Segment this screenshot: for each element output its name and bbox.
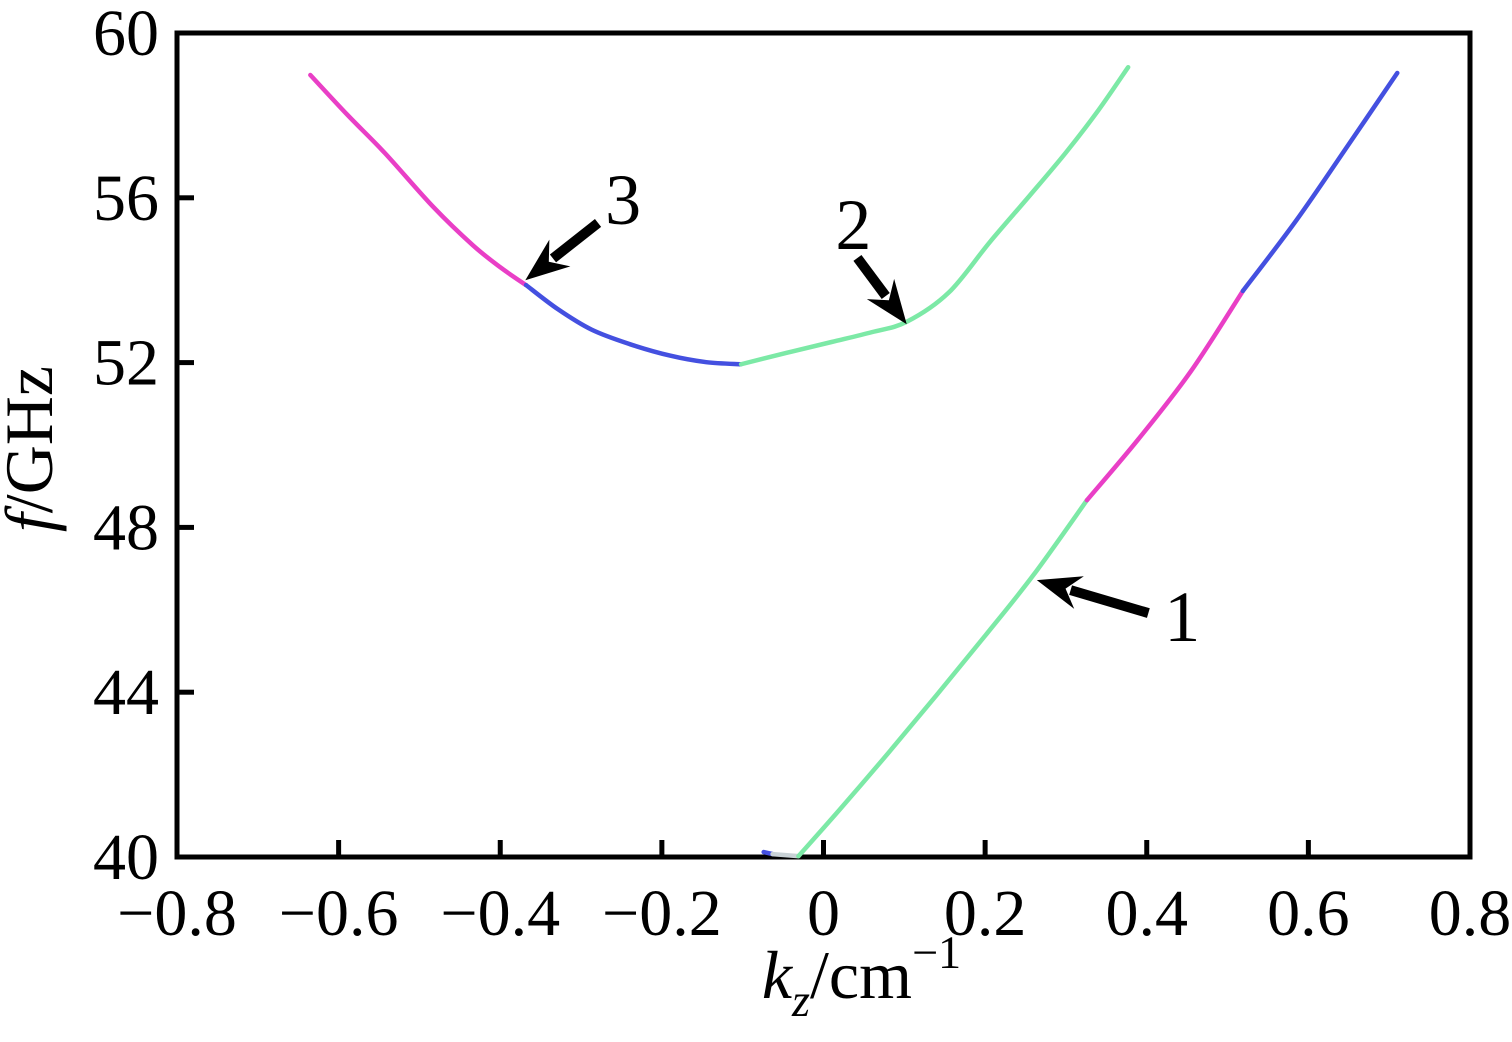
x-tick-label-−0.2: −0.2 (602, 877, 722, 950)
x-axis-label: kz/cm−1 (762, 928, 961, 1027)
y-tick-label-44: 44 (93, 656, 159, 729)
x-tick-label-0.4: 0.4 (1106, 877, 1189, 950)
x-tick-label-−0.4: −0.4 (440, 877, 560, 950)
x-tick-label-0.8: 0.8 (1429, 877, 1512, 950)
x-tick-label-0: 0 (807, 877, 840, 950)
annotation-label-3: 3 (605, 160, 641, 240)
annotation-arrow-2-shaft (853, 254, 890, 300)
x-tick-label-−0.6: −0.6 (279, 877, 399, 950)
curve-upper-branch-blue-segment (523, 282, 744, 367)
y-tick-label-48: 48 (93, 491, 159, 564)
annotation-arrow-1-shaft (1069, 585, 1150, 618)
annotation-arrow-3-head (525, 239, 571, 281)
x-tick-label-−0.8: −0.8 (117, 877, 237, 950)
annotation-label-2: 2 (835, 185, 871, 265)
curve-lower-branch-green-segment (796, 497, 1090, 859)
curve-upper-branch-magenta-segment (308, 72, 529, 288)
x-tick-label-0.6: 0.6 (1267, 877, 1350, 950)
y-tick-label-60: 60 (93, 0, 159, 70)
curve-lower-branch-magenta-segment (1084, 288, 1246, 503)
x-tick-label-0.2: 0.2 (944, 877, 1027, 950)
y-axis-label: f/GHz (0, 366, 67, 532)
annotation-label-1: 1 (1164, 577, 1200, 657)
annotation-arrow-3-shaft (549, 219, 602, 263)
plot-frame (174, 30, 1473, 860)
y-tick-label-52: 52 (93, 327, 159, 400)
y-tick-label-40: 40 (93, 821, 159, 894)
y-tick-label-56: 56 (93, 162, 159, 235)
curve-lower-branch-blue-segment (1240, 70, 1400, 294)
curve-lower-branch-gray-sliver (770, 851, 801, 859)
annotation-arrow-1-head (1036, 576, 1084, 609)
curve-upper-branch-green-segment (738, 64, 1131, 367)
annotation-arrow-2-head (866, 278, 907, 325)
